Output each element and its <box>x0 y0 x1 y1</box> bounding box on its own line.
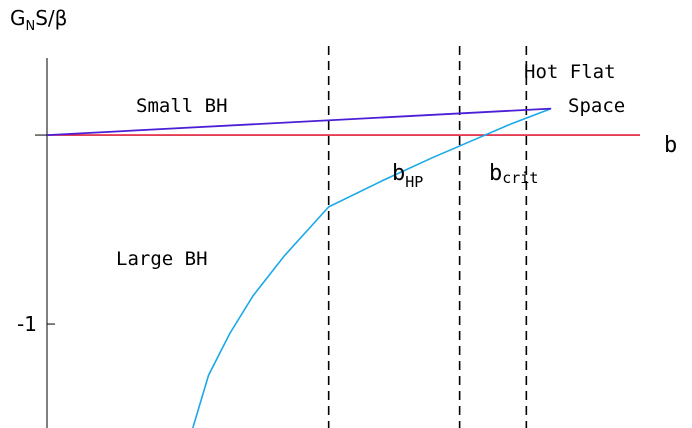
y-axis-label: GNS/β <box>10 6 67 34</box>
series-large-bh <box>192 107 552 428</box>
b-hp-label: bHP <box>392 161 423 191</box>
x-axis-label: b <box>664 133 677 158</box>
small-bh-annotation: Small BH <box>136 95 228 117</box>
series-small-bh <box>46 107 552 136</box>
y-tick-label-minus-1: -1 <box>17 312 37 336</box>
hot-flat-annotation: Hot Flat <box>524 61 616 83</box>
space-annotation: Space <box>568 95 625 117</box>
large-bh-annotation: Large BH <box>116 248 208 270</box>
b-crit-label: bcrit <box>489 161 538 187</box>
